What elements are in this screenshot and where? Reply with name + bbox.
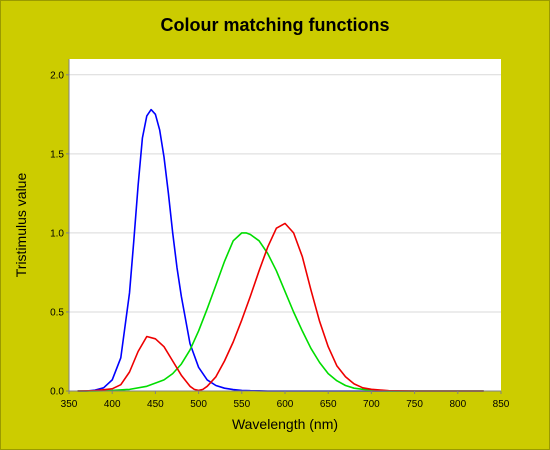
x-tick-label: 800 xyxy=(449,399,466,410)
y-tick-label: 1.0 xyxy=(50,228,64,239)
x-tick-label: 850 xyxy=(493,399,510,410)
y-tick-label: 0.0 xyxy=(50,387,64,398)
axes: 0.0 0.5 1.0 1.5 2.0 350 400 450 500 550 600 650 700 7… xyxy=(50,59,510,410)
series-line-2 xyxy=(77,232,484,392)
x-tick-label: 350 xyxy=(61,399,78,410)
x-tick-label: 700 xyxy=(363,399,380,410)
y-tick-label: 1.5 xyxy=(50,149,64,160)
x-tick-label: 400 xyxy=(104,399,121,410)
chart-title: Colour matching functions xyxy=(160,15,390,35)
x-tick-label: 550 xyxy=(233,399,250,410)
x-tick-label: 600 xyxy=(277,399,294,410)
x-tick-label: 450 xyxy=(147,399,164,410)
x-tick-label: 650 xyxy=(320,399,337,410)
x-tick-label: 500 xyxy=(190,399,207,410)
y-tick-label: 2.0 xyxy=(50,70,64,81)
x-axis-title: Wavelength (nm) xyxy=(232,416,338,432)
x-tick-label: 750 xyxy=(406,399,423,410)
plot-area xyxy=(69,59,501,391)
y-axis-title: Tristimulus value xyxy=(13,173,29,278)
series-line-3 xyxy=(77,222,484,392)
y-tick-label: 0.5 xyxy=(50,307,64,318)
